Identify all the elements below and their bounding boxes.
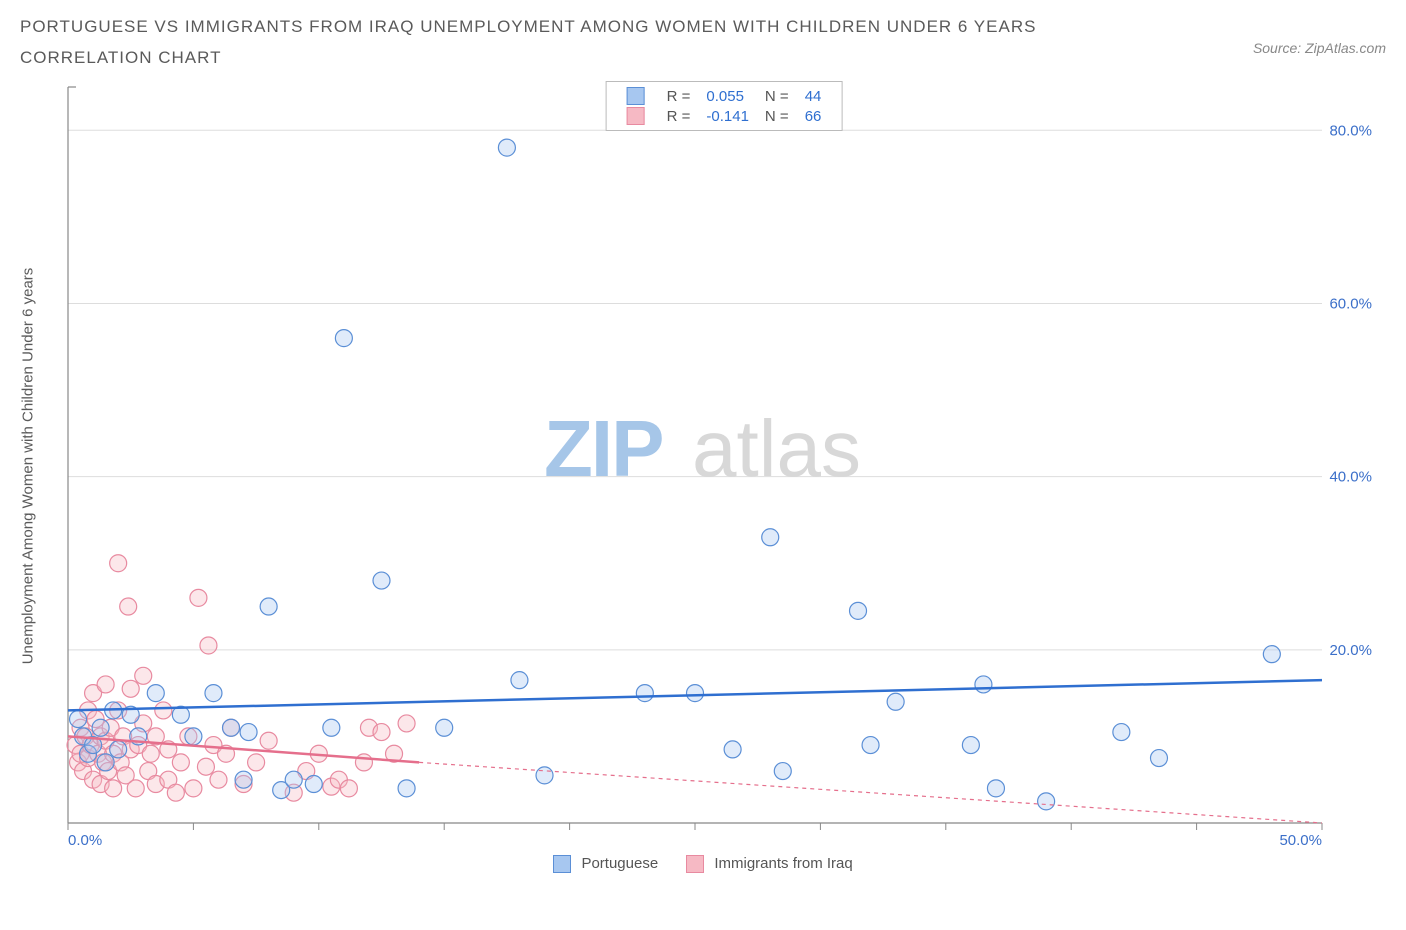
legend-r-value: -0.141 [698, 106, 757, 126]
svg-text:40.0%: 40.0% [1329, 469, 1372, 486]
legend-item: Portuguese [553, 855, 658, 873]
source-attribution: Source: ZipAtlas.com [1253, 40, 1386, 56]
svg-text:80.0%: 80.0% [1329, 122, 1372, 139]
y-axis-label: Unemployment Among Women with Children U… [20, 268, 37, 665]
legend-n-value: 44 [797, 86, 830, 106]
series-legend: Portuguese Immigrants from Iraq [20, 855, 1386, 873]
svg-text:50.0%: 50.0% [1279, 832, 1322, 849]
svg-text:20.0%: 20.0% [1329, 642, 1372, 659]
legend-r-value: 0.055 [698, 86, 757, 106]
legend-r-label: R = [659, 106, 699, 126]
legend-series-name: Immigrants from Iraq [714, 855, 852, 872]
legend-swatch [627, 107, 645, 125]
legend-n-label: N = [757, 106, 797, 126]
chart-area: Unemployment Among Women with Children U… [20, 81, 1386, 851]
legend-swatch [553, 855, 571, 873]
svg-text:0.0%: 0.0% [68, 832, 102, 849]
legend-n-label: N = [757, 86, 797, 106]
correlation-legend: R =0.055N =44 R =-0.141N =66 [606, 81, 843, 131]
legend-series-name: Portuguese [581, 855, 658, 872]
page-title: PORTUGUESE VS IMMIGRANTS FROM IRAQ UNEMP… [20, 12, 1120, 73]
legend-n-value: 66 [797, 106, 830, 126]
scatter-plot: 0.0% 50.0% 20.0% 40.0% 60.0% 80.0% [62, 81, 1382, 851]
legend-swatch [686, 855, 704, 873]
legend-r-label: R = [659, 86, 699, 106]
legend-swatch [627, 87, 645, 105]
legend-item: Immigrants from Iraq [686, 855, 853, 873]
svg-text:60.0%: 60.0% [1329, 296, 1372, 313]
